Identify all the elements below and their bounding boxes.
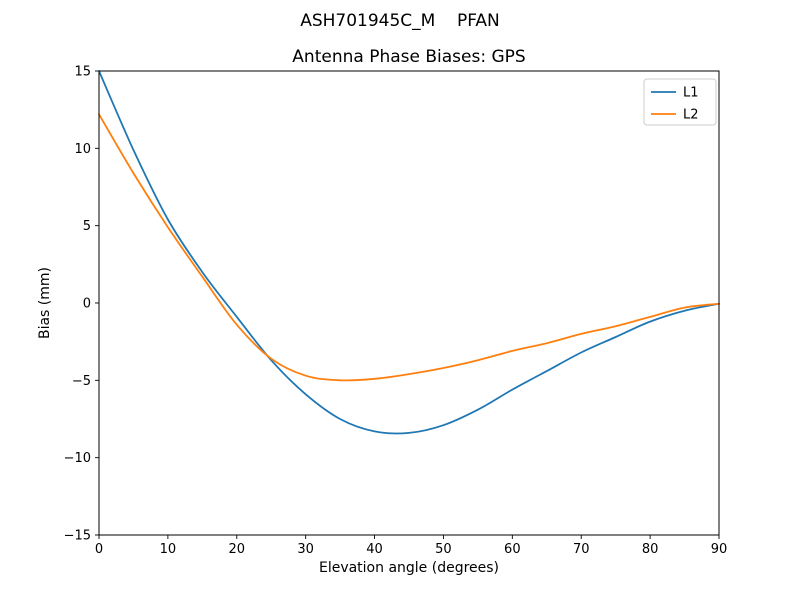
x-tick-label: 90	[711, 542, 728, 557]
y-tick-label: 15	[74, 65, 91, 80]
axes-border	[98, 70, 720, 536]
plot-background	[99, 71, 719, 535]
legend-box	[643, 78, 717, 126]
x-tick-label: 0	[95, 542, 103, 557]
y-tick-label: −5	[72, 374, 91, 389]
legend-label-L2: L2	[683, 108, 699, 123]
x-tick-label: 70	[573, 542, 590, 557]
x-axis-label: Elevation angle (degrees)	[319, 560, 499, 576]
y-tick-label: 5	[83, 219, 91, 234]
x-tick-label: 50	[435, 542, 452, 557]
legend-label-L1: L1	[683, 86, 699, 101]
y-tick-label: 0	[83, 297, 91, 312]
chart-title: Antenna Phase Biases: GPS	[292, 47, 525, 67]
x-tick-label: 40	[366, 542, 383, 557]
y-axis-label: Bias (mm)	[37, 267, 53, 339]
x-tick-label: 30	[297, 542, 314, 557]
x-tick-label: 60	[504, 542, 521, 557]
x-tick-label: 80	[642, 542, 659, 557]
y-tick-label: −15	[64, 529, 91, 544]
y-tick-label: −10	[64, 451, 91, 466]
axis-ticks: 0 10 20 30 40 50 60 70 80 90 −15 −10 −5 0 5 10 15	[64, 65, 728, 558]
y-tick-label: 10	[74, 142, 91, 157]
x-tick-label: 10	[160, 542, 177, 557]
figure-suptitle: ASH701945C_M PFAN	[300, 11, 500, 31]
series-lines	[98, 70, 720, 435]
series-line-L2	[98, 113, 720, 382]
x-tick-label: 20	[229, 542, 246, 557]
series-line-L1	[98, 70, 720, 435]
